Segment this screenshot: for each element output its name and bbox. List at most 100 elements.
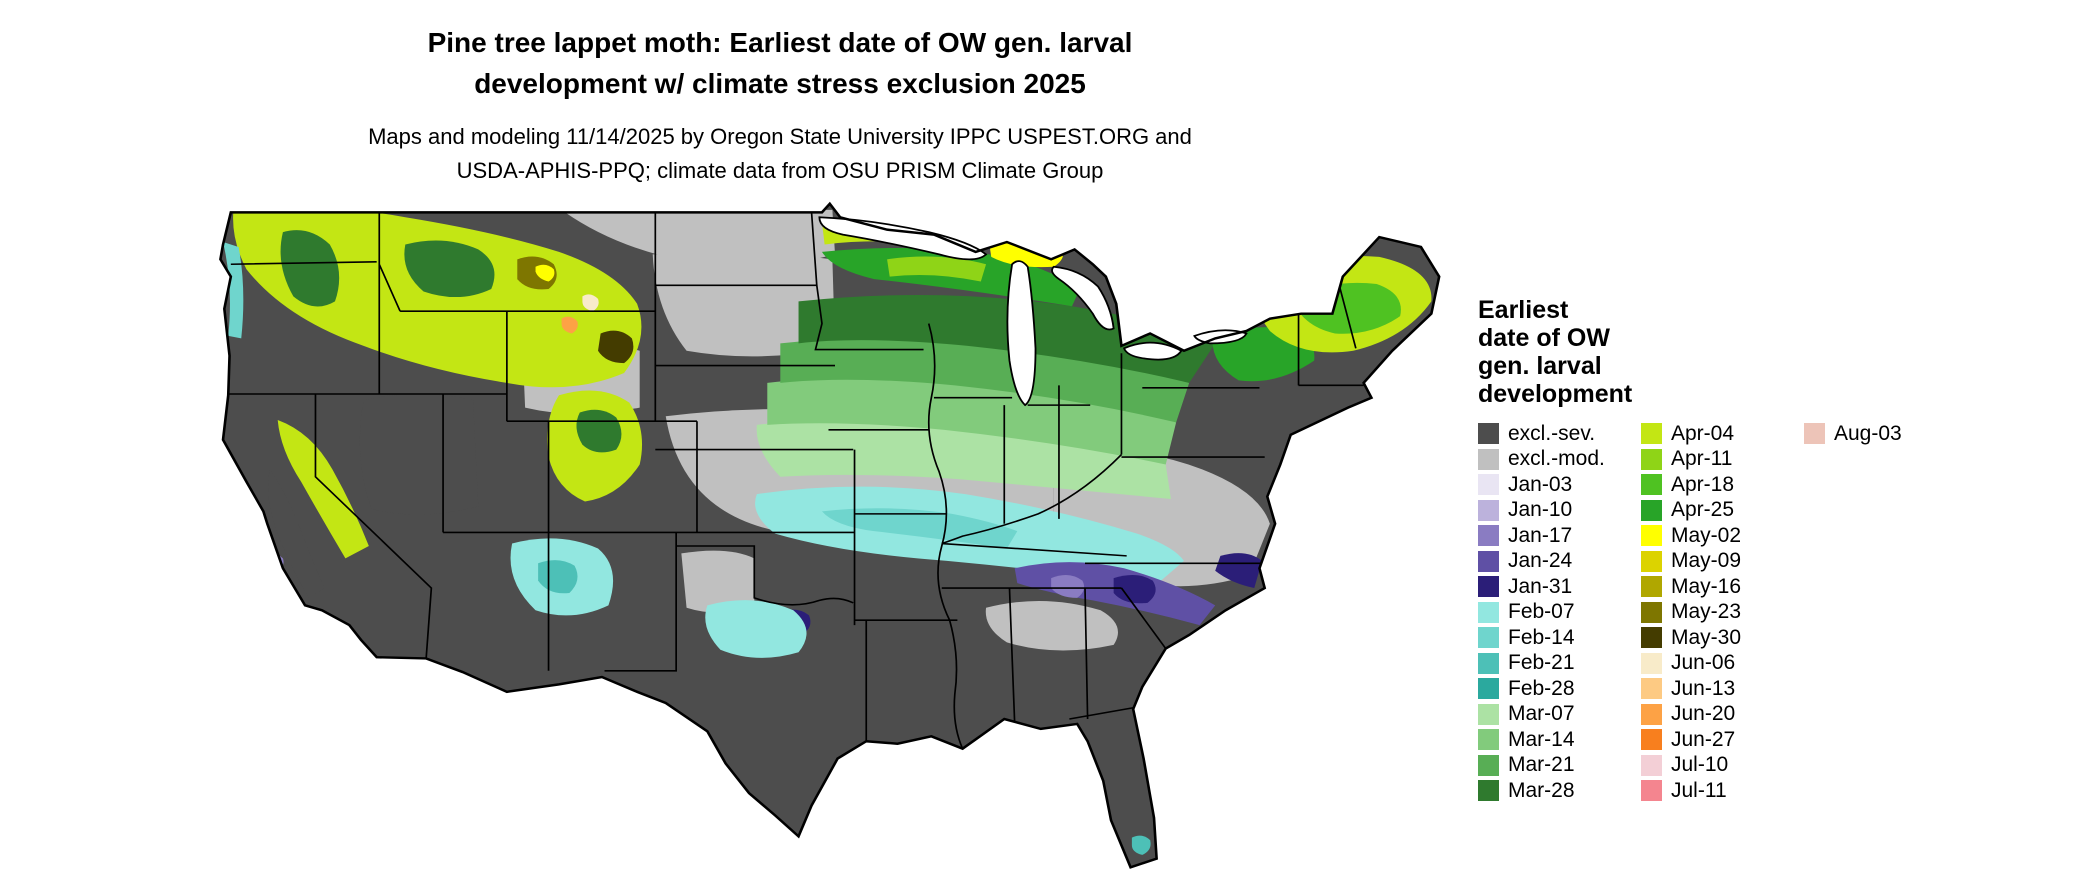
legend-entry-label: Apr-18 xyxy=(1671,472,1735,496)
legend-swatch xyxy=(1478,448,1499,470)
legend-entry: Jun-27 xyxy=(1641,727,1804,753)
state-lines-east xyxy=(933,278,1364,724)
legend: Earliest date of OW gen. larval developm… xyxy=(1478,296,2098,804)
legend-title-line2: date of OW xyxy=(1478,324,1610,352)
legend-entry: May-02 xyxy=(1641,523,1804,549)
map-region xyxy=(359,394,479,515)
map-region xyxy=(705,600,807,658)
legend-entry: Feb-07 xyxy=(1478,600,1641,626)
map-region xyxy=(223,242,244,339)
legend-entry-label: May-09 xyxy=(1671,549,1742,573)
map-region xyxy=(535,264,555,282)
legend-entry-label: May-23 xyxy=(1671,600,1742,624)
legend-entry: Jun-06 xyxy=(1641,651,1804,677)
legend-entry-label: Jan-03 xyxy=(1508,472,1573,496)
map-region xyxy=(404,240,495,298)
map-region xyxy=(598,330,634,364)
legend-swatch xyxy=(1478,499,1499,521)
map-subtitle-line1: Maps and modeling 11/14/2025 by Oregon S… xyxy=(368,124,1192,149)
legend-entry-label: Jun-27 xyxy=(1671,727,1736,751)
map-region xyxy=(1215,553,1263,589)
lake-michigan xyxy=(1006,260,1037,407)
legend-entry-label: Jun-20 xyxy=(1671,702,1736,726)
legend-entry: Mar-07 xyxy=(1478,702,1641,728)
legend-entry-label: May-16 xyxy=(1671,574,1742,598)
map-region xyxy=(277,419,369,559)
us-map xyxy=(210,200,1460,892)
legend-entry: Apr-04 xyxy=(1641,421,1804,447)
legend-entry-label: Jan-31 xyxy=(1508,574,1573,598)
legend-entry-label: Jul-11 xyxy=(1671,778,1727,802)
legend-swatch xyxy=(1641,448,1662,470)
legend-swatch xyxy=(1641,525,1662,547)
legend-entry: Jun-13 xyxy=(1641,676,1804,702)
legend-entry: Apr-25 xyxy=(1641,498,1804,524)
map-region xyxy=(1051,574,1085,598)
legend-entry: Jan-31 xyxy=(1478,574,1641,600)
legend-swatch xyxy=(1478,652,1499,674)
map-region xyxy=(1131,835,1151,855)
legend-column-1: excl.-sev. excl.-mod. Jan-03 Jan-10 Jan-17 Ja… xyxy=(1478,421,1641,804)
legend-entry: Jan-10 xyxy=(1478,498,1641,524)
legend-column-2: Apr-04 Apr-11 Apr-18 Apr-25 May-02 May-09 May-… xyxy=(1641,421,1804,804)
us-map-svg xyxy=(219,201,1441,869)
legend-entry-label: excl.-mod. xyxy=(1508,447,1605,471)
legend-swatch xyxy=(1478,729,1499,751)
legend-entry: Mar-14 xyxy=(1478,727,1641,753)
legend-entry: Apr-18 xyxy=(1641,472,1804,498)
lake-superior xyxy=(818,216,988,261)
us-outline xyxy=(219,201,1441,869)
legend-entry: Mar-28 xyxy=(1478,778,1641,804)
legend-entry-label: Jan-17 xyxy=(1508,523,1573,547)
legend-swatch xyxy=(1478,703,1499,725)
legend-entry-label: Jan-24 xyxy=(1508,549,1573,573)
legend-swatch xyxy=(1641,780,1662,802)
lake-erie xyxy=(1122,341,1183,361)
legend-swatch xyxy=(1478,525,1499,547)
legend-entry: Jul-10 xyxy=(1641,753,1804,779)
legend-entry-label: Mar-21 xyxy=(1508,753,1575,777)
legend-entry: May-09 xyxy=(1641,549,1804,575)
legend-entry: excl.-sev. xyxy=(1478,421,1641,447)
legend-entry-label: Mar-07 xyxy=(1508,702,1575,726)
legend-swatch xyxy=(1641,652,1662,674)
legend-entry-label: Mar-28 xyxy=(1508,778,1575,802)
map-region xyxy=(652,252,835,357)
legend-entry: May-23 xyxy=(1641,600,1804,626)
lake-huron xyxy=(1051,265,1115,331)
legend-entry-label: Apr-04 xyxy=(1671,421,1735,445)
legend-swatch xyxy=(1641,499,1662,521)
legend-swatch xyxy=(1641,627,1662,649)
legend-entry: Mar-21 xyxy=(1478,753,1641,779)
legend-entry: Jun-20 xyxy=(1641,702,1804,728)
legend-entry-label: Mar-14 xyxy=(1508,727,1575,751)
legend-swatch xyxy=(1641,576,1662,598)
legend-columns: excl.-sev. excl.-mod. Jan-03 Jan-10 Jan-17 Ja… xyxy=(1478,421,2098,804)
map-region xyxy=(1113,574,1156,604)
legend-entry-label: Apr-25 xyxy=(1671,498,1735,522)
legend-swatch xyxy=(1478,780,1499,802)
map-region xyxy=(268,469,325,598)
legend-swatch xyxy=(1804,423,1825,445)
legend-entry: Feb-14 xyxy=(1478,625,1641,651)
map-region xyxy=(582,294,599,312)
legend-swatch xyxy=(1641,423,1662,445)
state-lines-west xyxy=(226,212,855,672)
legend-swatch xyxy=(1478,627,1499,649)
great-lakes xyxy=(818,216,1248,407)
legend-column-3: Aug-03 xyxy=(1804,421,1902,804)
legend-entry-label: excl.-sev. xyxy=(1508,421,1596,445)
map-region xyxy=(233,207,642,388)
legend-entry-label: May-30 xyxy=(1671,625,1742,649)
map-title-line1: Pine tree lappet moth: Earliest date of … xyxy=(427,27,1133,58)
legend-entry: Jan-17 xyxy=(1478,523,1641,549)
legend-title-line4: development xyxy=(1478,380,1633,408)
legend-entry-label: Feb-21 xyxy=(1508,651,1575,675)
map-region xyxy=(681,550,755,613)
legend-entry: Feb-28 xyxy=(1478,676,1641,702)
map-region xyxy=(280,230,340,307)
legend-entry-label: Feb-14 xyxy=(1508,625,1575,649)
legend-swatch xyxy=(1478,601,1499,623)
legend-swatch xyxy=(1478,474,1499,496)
